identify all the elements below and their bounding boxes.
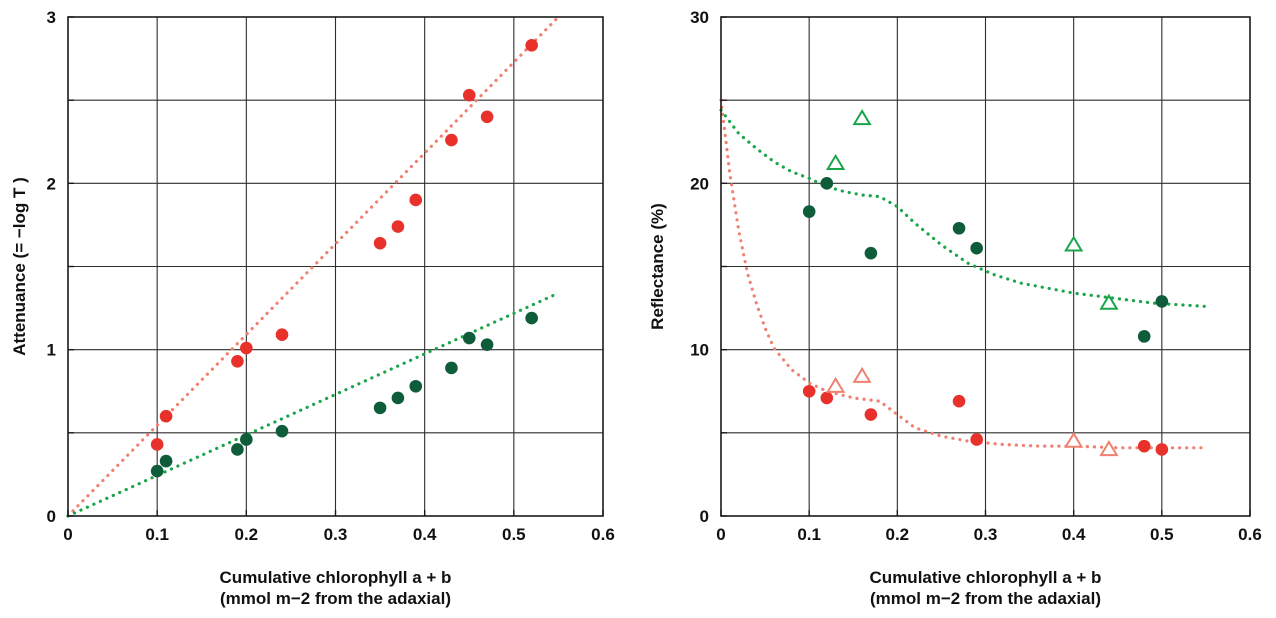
reflectance-series-4-point [825,376,846,393]
attenuance-y-axis-label: Attenuance (= −log T ) [10,177,29,356]
reflectance-x-axis-label: Cumulative chlorophyll a + b [870,568,1102,587]
attenuance-fit-line-2 [66,291,560,518]
attenuance-series-1-point [462,88,476,102]
reflectance-series-3-point [1155,443,1169,456]
reflectance-series-2-point [825,153,846,170]
attenuance-series-1-point [391,220,405,233]
attenuance-x-axis-label-units: (mmol m−2 from the adaxial) [220,589,451,608]
reflectance-y-tick-label: 30 [690,8,709,27]
reflectance-series-2-point [1064,235,1084,252]
reflectance-series-3-point [970,433,983,446]
attenuance-series-2-point [409,379,423,393]
attenuance-y-tick-label: 0 [47,507,56,526]
attenuance-x-tick-label: 0.3 [324,525,348,544]
attenuance-x-tick-label: 0.6 [591,525,615,544]
attenuance-series-1-point [525,38,538,52]
reflectance-series-4-point [1099,440,1119,457]
attenuance-series-2-point [150,464,164,478]
reflectance-series-4-point [1064,431,1084,448]
reflectance-series-1-point [1137,330,1151,343]
attenuance-series-2-point [480,338,494,351]
reflectance-y-tick-label: 0 [700,507,709,526]
reflectance-series-1-point [970,241,983,255]
attenuance-series-1-point [480,110,494,124]
attenuance-series-2-point [275,424,289,438]
reflectance-x-tick-label: 0.3 [974,525,998,544]
reflectance-fit-line-2 [719,98,1208,450]
attenuance-series-2-point [525,311,538,325]
attenuance-chart: 0 0.1 0.2 0.3 0.4 0.5 0.6 0 1 2 3 Cumulative chloro… [10,8,615,608]
attenuance-series-2-point [391,391,405,405]
attenuance-y-tick-label: 2 [47,174,56,193]
reflectance-y-tick-label: 10 [690,341,709,360]
attenuance-series-1-point [231,355,244,368]
reflectance-x-tick-label: 0.6 [1238,525,1262,544]
reflectance-y-tick-label: 20 [690,174,709,193]
reflectance-x-tick-label: 0 [716,525,725,544]
reflectance-y-axis-label: Reflectance (%) [648,203,667,330]
reflectance-x-tick-label: 0.1 [797,525,821,544]
attenuance-series-1-point [159,409,173,423]
reflectance-series-3-point [864,408,878,421]
reflectance-series-4-point [852,366,872,383]
reflectance-series-1-point [864,246,878,260]
reflectance-series-1-point [952,221,966,235]
reflectance-series-2-point [852,109,872,126]
attenuance-y-tick-label: 1 [47,341,56,360]
attenuance-series-1-point [445,133,458,147]
reflectance-series-1-point [820,177,834,190]
attenuance-series-2-point [445,361,458,375]
reflectance-series-2-point [1099,293,1119,310]
attenuance-x-tick-label: 0 [63,525,72,544]
attenuance-series-2-point [462,331,476,345]
reflectance-x-tick-label: 0.2 [886,525,910,544]
reflectance-x-tick-label: 0.5 [1150,525,1174,544]
reflectance-series-3-point [802,384,816,398]
attenuance-x-tick-label: 0.5 [502,525,526,544]
reflectance-series-1-point [1155,295,1169,308]
attenuance-x-tick-label: 0.2 [235,525,259,544]
attenuance-x-tick-label: 0.1 [145,525,169,544]
reflectance-chart: 0 0.1 0.2 0.3 0.4 0.5 0.6 0 10 20 30 Cumulative chl… [648,8,1262,608]
attenuance-series-2-point [159,454,173,468]
attenuance-series-2-point [373,401,387,415]
reflectance-x-tick-label: 0.4 [1062,525,1086,544]
attenuance-series-1-point [240,341,253,355]
reflectance-x-axis-label-units: (mmol m−2 from the adaxial) [870,589,1101,608]
attenuance-series-2-point [240,433,253,446]
attenuance-x-tick-label: 0.4 [413,525,437,544]
attenuance-y-tick-label: 3 [47,8,56,27]
attenuance-series-1-point [409,193,423,207]
reflectance-series-1-point [802,205,816,218]
attenuance-series-1-point [373,236,387,250]
reflectance-series-3-point [1137,439,1151,453]
attenuance-fit-line-1 [66,15,560,518]
attenuance-series-1-point [150,438,164,451]
attenuance-series-2-point [231,443,244,456]
attenuance-x-axis-label: Cumulative chlorophyll a + b [220,568,452,587]
reflectance-series-3-point [952,394,966,408]
attenuance-series-1-point [275,328,289,341]
reflectance-series-3-point [820,391,834,405]
